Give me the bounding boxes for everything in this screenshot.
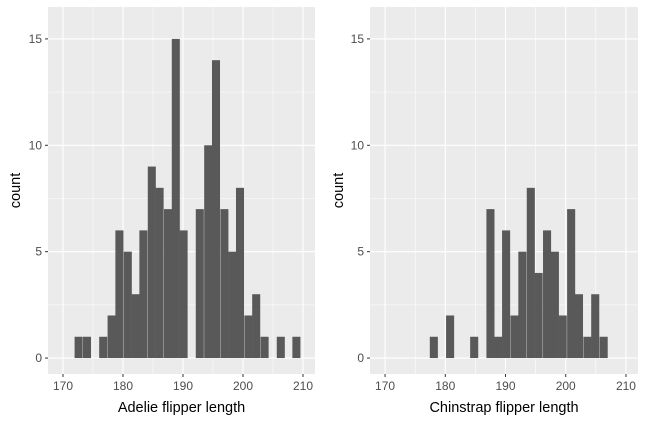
histogram-bar [502,230,511,359]
histogram-bar [163,209,173,359]
x-tick-label: 200 [556,379,576,393]
x-tick-label: 200 [233,379,253,393]
histogram-bar [276,336,285,359]
histogram-bar [74,336,83,359]
histogram-bar [82,336,92,359]
x-tick-label: 170 [375,379,395,393]
x-tick-label: 210 [293,379,313,393]
histogram-bar [155,187,164,359]
histogram-bar [107,315,116,359]
histogram-bar [518,251,527,359]
histogram-bar [244,315,253,359]
histogram-bar [131,294,140,359]
histogram-bar [260,336,269,359]
histogram-bar [220,209,229,359]
histogram-bar [228,251,237,359]
histogram-bar [292,336,301,359]
x-axis-title: Adelie flipper length [118,400,245,416]
x-tick-label: 170 [53,379,73,393]
x-axis-title: Chinstrap flipper length [429,400,578,416]
histogram-bar [139,230,148,359]
histogram-bar [204,145,213,359]
histogram-bar [534,272,543,359]
histogram-bar [115,230,124,359]
adelie-histogram-panel: 170 180 190 200 210 0 5 10 15 Adelie flipper leng… [8,7,315,416]
histogram-bar [147,166,156,359]
histogram-bar [179,230,188,359]
y-tick-label: 10 [351,138,365,152]
histogram-bar [235,187,245,359]
histogram-bar [574,294,584,359]
y-tick-label: 15 [351,32,365,46]
y-tick-label: 15 [29,32,43,46]
histogram-bar [567,209,576,359]
histogram-bar [599,336,608,359]
histogram-bar [252,294,261,359]
histogram-bar [510,315,519,359]
histogram-bar [543,230,552,359]
histogram-bar [211,60,221,359]
chinstrap-histogram-panel: 170 180 190 200 210 0 5 10 15 Chinstrap flipper l… [331,7,638,416]
histogram-bar [526,187,535,359]
histogram-bar [583,336,592,359]
x-tick-label: 190 [495,379,515,393]
y-tick-label: 5 [357,245,364,259]
histogram-bar [99,336,108,359]
x-tick-label: 180 [435,379,455,393]
histogram-bar [486,209,495,359]
y-tick-label: 5 [35,245,42,259]
x-tick-label: 190 [173,379,193,393]
histogram-bar [558,315,567,359]
y-tick-label: 0 [35,351,42,365]
histogram-bar [550,251,559,359]
x-tick-label: 210 [616,379,636,393]
histogram-bar [195,209,204,359]
y-tick-label: 10 [29,138,43,152]
y-tick-label: 0 [357,351,364,365]
histogram-bar [591,294,600,359]
histogram-bar [470,336,479,359]
y-axis-title: count [331,173,347,208]
histogram-bar [429,336,438,359]
histogram-bar [446,315,455,359]
histogram-bar [171,38,180,359]
y-axis-title: count [8,173,24,208]
x-tick-label: 180 [113,379,133,393]
histogram-bar [123,251,132,359]
histogram-bar [494,336,503,359]
